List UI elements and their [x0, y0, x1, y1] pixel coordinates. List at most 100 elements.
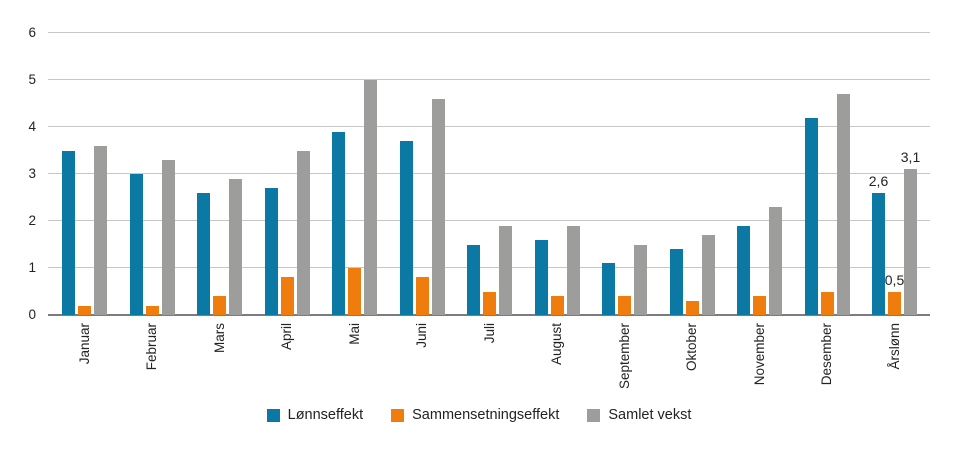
bars [129, 33, 175, 315]
bar-l-nnseffekt [602, 263, 615, 315]
x-axis-label: Oktober [684, 323, 699, 372]
bar-sammensetningseffekt [753, 296, 766, 315]
bar-group-januar: Januar [62, 33, 107, 364]
bar-sammensetningseffekt [618, 296, 631, 315]
bar-l-nnseffekt [804, 117, 818, 315]
bar-samlet-vekst [229, 178, 242, 315]
bar-group-september: September [602, 33, 647, 389]
bar-group-mars: Mars [197, 33, 242, 353]
x-axis-line [48, 314, 930, 316]
bar-l-nnseffekt [264, 188, 278, 315]
legend-swatch [266, 408, 280, 422]
bar-l-nnseffekt [62, 150, 75, 315]
bar-groups: Januar Februar Mars April Mai Juni Juli August S… [48, 33, 930, 389]
y-axis: 0 1 2 3 4 5 6 [0, 25, 38, 322]
bar-samlet-vekst [701, 235, 715, 315]
x-axis-label: Mai [346, 323, 362, 345]
bar-group-april: April [264, 33, 310, 350]
x-axis-label: April [279, 323, 294, 351]
legend-label: Samlet vekst [608, 407, 692, 423]
y-tick-label: 2 [28, 213, 36, 229]
bars [197, 33, 242, 315]
legend-label: Lønnseffekt [287, 407, 364, 423]
gridline [48, 172, 930, 174]
bar-l-nnseffekt [332, 131, 345, 315]
bar-samlet-vekst [296, 150, 310, 315]
bar-samlet-vekst [364, 80, 377, 315]
bar-sammensetningseffekt [145, 305, 159, 315]
bars [467, 33, 512, 315]
y-tick-label: 5 [28, 72, 36, 87]
bars [332, 33, 377, 315]
x-axis-label: August [549, 323, 564, 366]
bar-value-label: 2,6 [868, 172, 889, 189]
bars [399, 33, 445, 315]
bar-sammensetningseffekt [213, 296, 226, 315]
bar-samlet-vekst: 3,1 [901, 150, 920, 315]
bar-l-nnseffekt [737, 225, 750, 315]
bars [62, 33, 107, 315]
bar-l-nnseffekt [129, 174, 143, 315]
bar-samlet-vekst [94, 145, 107, 315]
bar-sammensetningseffekt [348, 268, 361, 315]
bar-group-februar: Februar [129, 33, 175, 370]
gridline [48, 125, 930, 127]
legend-item: Sammensetningseffekt [391, 407, 559, 423]
bar-value-label: 3,1 [900, 149, 921, 166]
bar-sammensetningseffekt: 0,5 [885, 273, 904, 315]
bar-samlet-vekst [566, 225, 580, 315]
bars [669, 33, 715, 315]
bar-group-mai: Mai [332, 33, 377, 345]
bars [737, 33, 782, 315]
y-tick-label: 1 [28, 260, 36, 276]
bar-group-juli: Juli [467, 33, 512, 343]
legend-item: Samlet vekst [587, 407, 691, 423]
x-axis-label: September [616, 323, 632, 390]
bar-group--rsl-nn: 2,6 0,5 3,1 Årslønn [869, 33, 920, 369]
bars [602, 33, 647, 315]
bar-samlet-vekst [431, 98, 445, 315]
legend-swatch [391, 408, 405, 422]
bar-sammensetningseffekt [820, 291, 834, 315]
bar-l-nnseffekt: 2,6 [869, 174, 888, 315]
bar-samlet-vekst [769, 206, 782, 315]
bar-group-november: November [737, 33, 782, 385]
gridline [48, 219, 930, 221]
bar-l-nnseffekt [669, 249, 683, 315]
bar-group-oktober: Oktober [669, 33, 715, 371]
bars: 2,6 0,5 3,1 [869, 33, 920, 315]
bar-sammensetningseffekt [78, 305, 91, 315]
x-axis-label: Årslønn [886, 323, 902, 370]
y-tick-label: 6 [28, 25, 36, 40]
x-axis-label: Februar [144, 323, 159, 371]
bar-sammensetningseffekt [685, 300, 699, 315]
x-axis-label: November [751, 323, 767, 386]
y-tick-label: 3 [28, 166, 36, 181]
y-tick-label: 0 [28, 307, 36, 322]
bar-group-juni: Juni [399, 33, 445, 348]
bar-group-august: August [534, 33, 580, 365]
x-axis-label: Juni [414, 323, 429, 348]
legend-label: Sammensetningseffekt [412, 407, 560, 423]
bar-sammensetningseffekt [483, 291, 496, 315]
bars [804, 33, 850, 315]
bar-value-label: 0,5 [884, 271, 905, 288]
gridline [48, 78, 930, 80]
legend-swatch [587, 408, 601, 422]
bar-samlet-vekst [499, 225, 512, 315]
y-tick-label: 4 [28, 119, 36, 135]
bar-l-nnseffekt [399, 141, 413, 315]
legend: Lønnseffekt Sammensetningseffekt Samlet ve… [0, 407, 958, 423]
gridline [48, 266, 930, 268]
x-axis-label: Mars [211, 323, 227, 353]
gridline [48, 31, 930, 33]
x-axis-label: Januar [76, 323, 92, 365]
x-axis-label: Desember [819, 323, 834, 386]
bar-samlet-vekst [161, 159, 175, 315]
x-axis-label: Juli [481, 323, 497, 344]
bars [534, 33, 580, 315]
bar-l-nnseffekt [467, 244, 480, 315]
bar-sammensetningseffekt [280, 277, 294, 315]
bar-samlet-vekst [836, 94, 850, 315]
